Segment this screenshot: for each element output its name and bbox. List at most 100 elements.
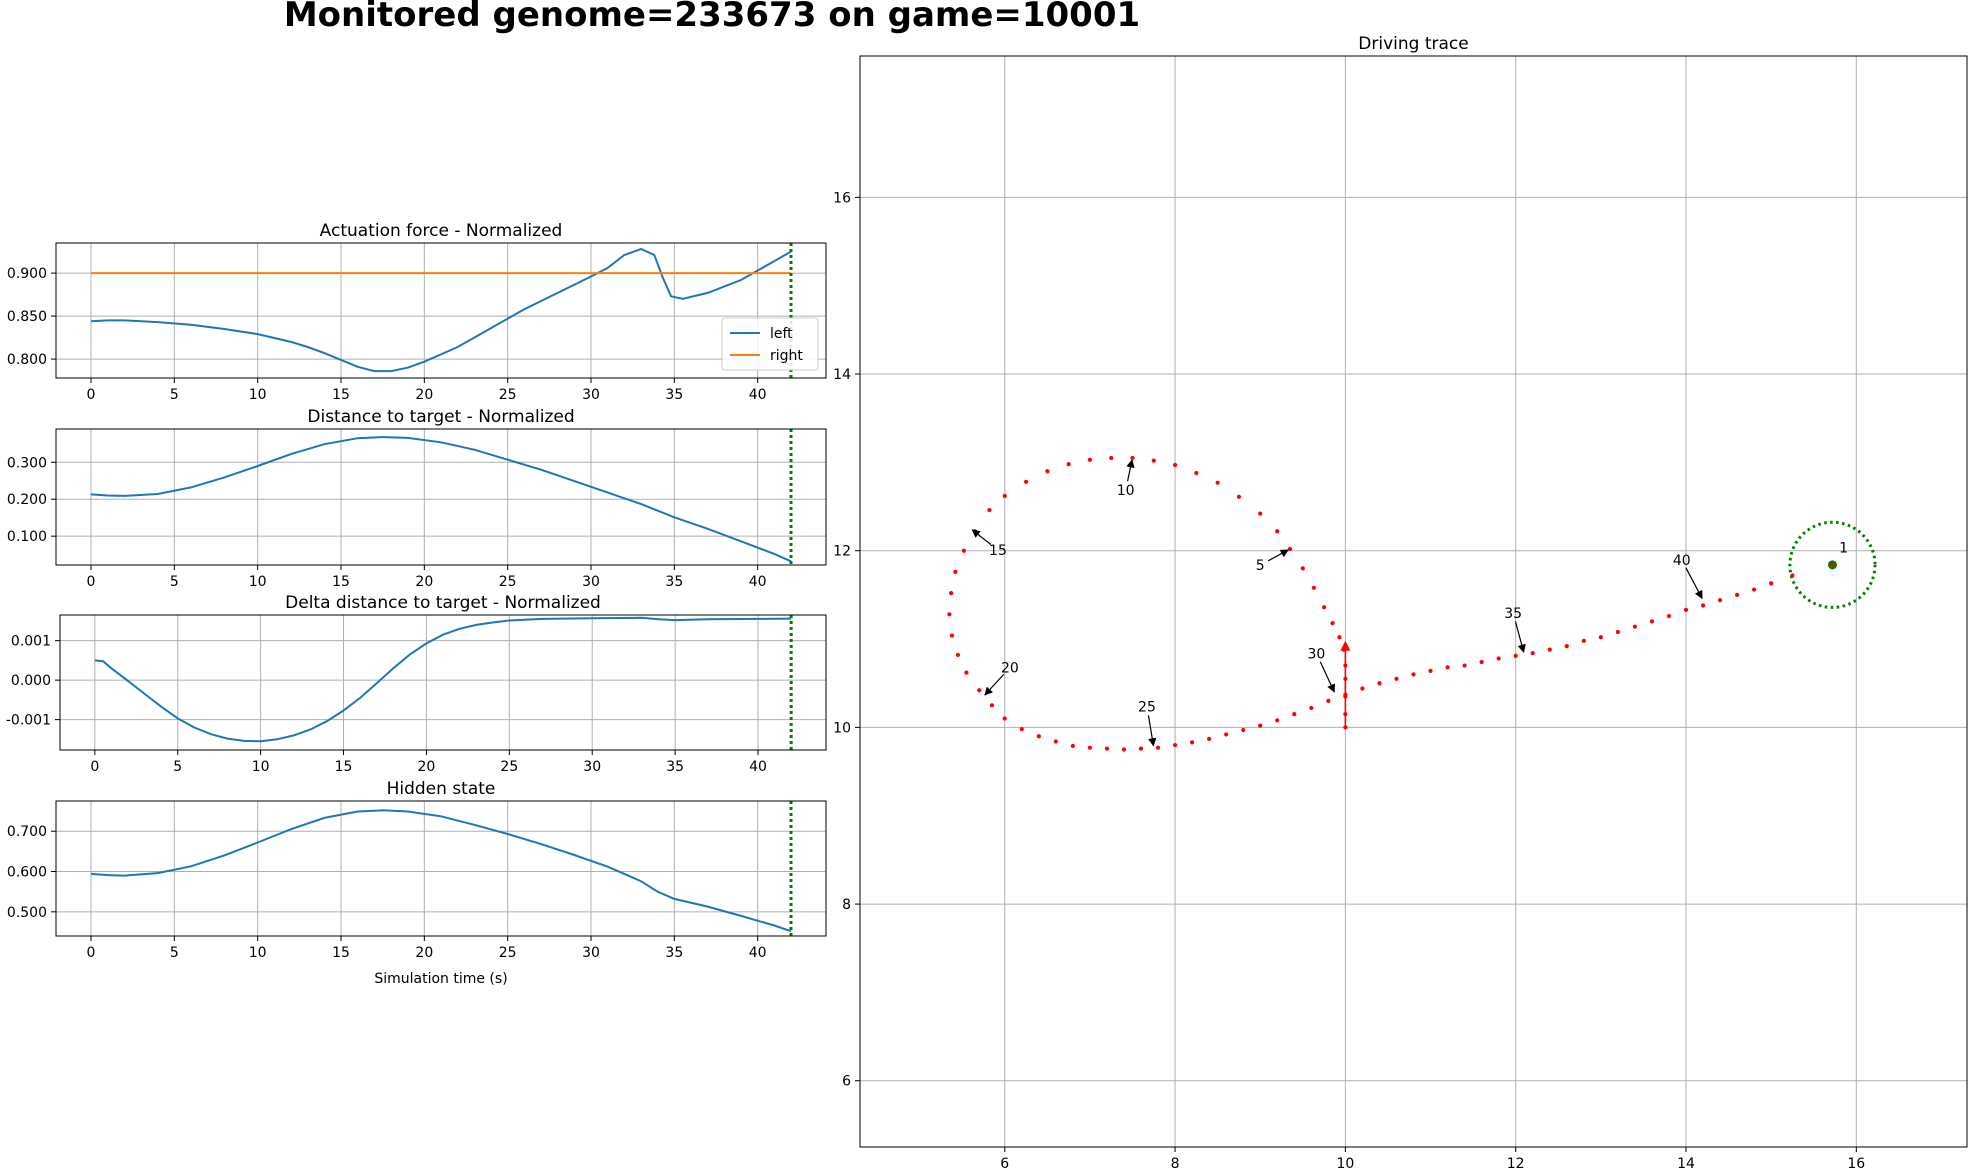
trace-point: [1087, 457, 1093, 462]
x-tick-label: 15: [335, 759, 353, 775]
x-tick-label: 30: [582, 387, 600, 403]
y-tick-label: 6: [842, 1074, 851, 1090]
trace-point: [1360, 686, 1365, 691]
y-tick-label: 0.850: [7, 309, 47, 325]
trace-point: [1700, 603, 1706, 608]
x-tick-label: 5: [170, 945, 179, 961]
trace-point: [1155, 745, 1161, 750]
x-tick-label: 30: [582, 945, 600, 961]
actuation-force-panel: 0 5 10 15 20 25 30 35 40 0.800 0.850 0.900 Actuation…: [7, 221, 827, 403]
legend-label: left: [770, 326, 793, 342]
trace-point: [1172, 462, 1178, 468]
x-axis-label: Simulation time (s): [374, 971, 507, 987]
y-tick-label: 0.800: [7, 352, 47, 368]
x-tick-label: 35: [665, 387, 683, 403]
x-tick-label: 25: [499, 945, 517, 961]
x-tick-label: 0: [87, 574, 96, 590]
trace-point: [1564, 644, 1569, 649]
x-tick-label: 30: [583, 759, 601, 775]
hidden-state-panel: 0 5 10 15 20 25 30 35 40 0.500 0.600 0.700 Hidden st…: [7, 779, 827, 987]
trace-point: [1292, 712, 1297, 717]
y-tick-label: 0.600: [7, 865, 47, 881]
trace-point: [989, 703, 995, 708]
y-tick-label: 14: [833, 367, 851, 383]
plot-area: [90, 801, 793, 936]
y-tick-label: 0.100: [7, 529, 47, 545]
trace-point: [1236, 494, 1242, 499]
trace-point: [1530, 651, 1535, 656]
x-tick-label: 14: [1677, 1156, 1695, 1172]
y-tick-label: 0.700: [7, 824, 47, 840]
time-annotation: 40: [1673, 553, 1691, 569]
annotation-arrow: [1267, 549, 1290, 562]
x-tick-label: 0: [90, 759, 99, 775]
trace-point: [1479, 659, 1484, 665]
x-tick-label: 40: [749, 387, 767, 403]
y-tick-label: 10: [833, 720, 851, 736]
legend: left right: [721, 317, 819, 371]
x-tick-label: 25: [499, 574, 517, 590]
x-tick-label: 10: [249, 945, 267, 961]
y-tick-label: 16: [833, 190, 851, 206]
trace-point: [1109, 455, 1114, 461]
trace-point: [1598, 635, 1603, 640]
axes-frame: [59, 614, 827, 751]
x-tick-label: 35: [665, 574, 683, 590]
trace-point: [1734, 592, 1740, 597]
trace-point: [961, 548, 966, 553]
trace-point: [1121, 747, 1127, 752]
trace-point: [1275, 529, 1280, 534]
trace-point: [1023, 479, 1029, 484]
trace-point: [953, 569, 958, 575]
axes-frame: [859, 55, 1968, 1148]
series-line-value: [90, 809, 792, 933]
trace-point: [1019, 727, 1024, 732]
time-annotation: 20: [1001, 661, 1019, 677]
trace-point: [1326, 698, 1331, 703]
x-tick-label: 25: [500, 759, 518, 775]
trace-point: [1683, 607, 1689, 612]
trace-point: [1462, 663, 1467, 668]
trace-point: [1053, 739, 1058, 744]
trace-point: [977, 688, 982, 693]
y-tick-label: 12: [833, 544, 851, 560]
trace-point: [1666, 613, 1672, 619]
panel-title: Distance to target - Normalized: [307, 407, 574, 427]
trace-point: [1207, 736, 1212, 741]
y-tick-label: -0.001: [6, 713, 51, 729]
target-radius-circle: [1788, 520, 1877, 609]
heading-arrow-head: [1340, 640, 1351, 651]
axes-frame: [55, 800, 827, 937]
trace-point: [1002, 716, 1007, 721]
trace-point: [1194, 470, 1199, 476]
y-tick-label: 0.500: [7, 905, 47, 921]
trace-point: [1445, 665, 1450, 670]
trace-point: [1190, 740, 1195, 745]
annotation-arrow: [1514, 621, 1526, 653]
x-tick-label: 15: [332, 387, 350, 403]
x-tick-label: 20: [415, 387, 433, 403]
trace-point: [1330, 621, 1335, 626]
series-line-value: [94, 616, 792, 743]
x-tick-label: 12: [1507, 1156, 1525, 1172]
trace-point: [947, 612, 952, 617]
y-tick-label: 0.000: [11, 673, 51, 689]
trace-point: [1632, 624, 1637, 629]
x-tick-label: 15: [332, 945, 350, 961]
x-tick-label: 10: [252, 759, 270, 775]
trace-point: [1581, 638, 1586, 643]
x-tick-label: 0: [87, 945, 96, 961]
annotation-arrow: [984, 673, 1005, 696]
trace-point: [1275, 718, 1280, 723]
trace-point: [1224, 732, 1229, 737]
distance-to-target-panel: 0 5 10 15 20 25 30 35 40 0.100 0.200 0.300 Distance …: [7, 407, 827, 590]
annotation-arrow: [971, 529, 992, 546]
trace-point: [1311, 585, 1316, 590]
trace-point: [964, 670, 969, 675]
series-line-left: [90, 247, 792, 373]
trace-point: [1287, 546, 1293, 552]
trace-point: [1087, 745, 1093, 750]
trace-point: [1309, 705, 1314, 711]
legend-label: right: [770, 348, 803, 364]
